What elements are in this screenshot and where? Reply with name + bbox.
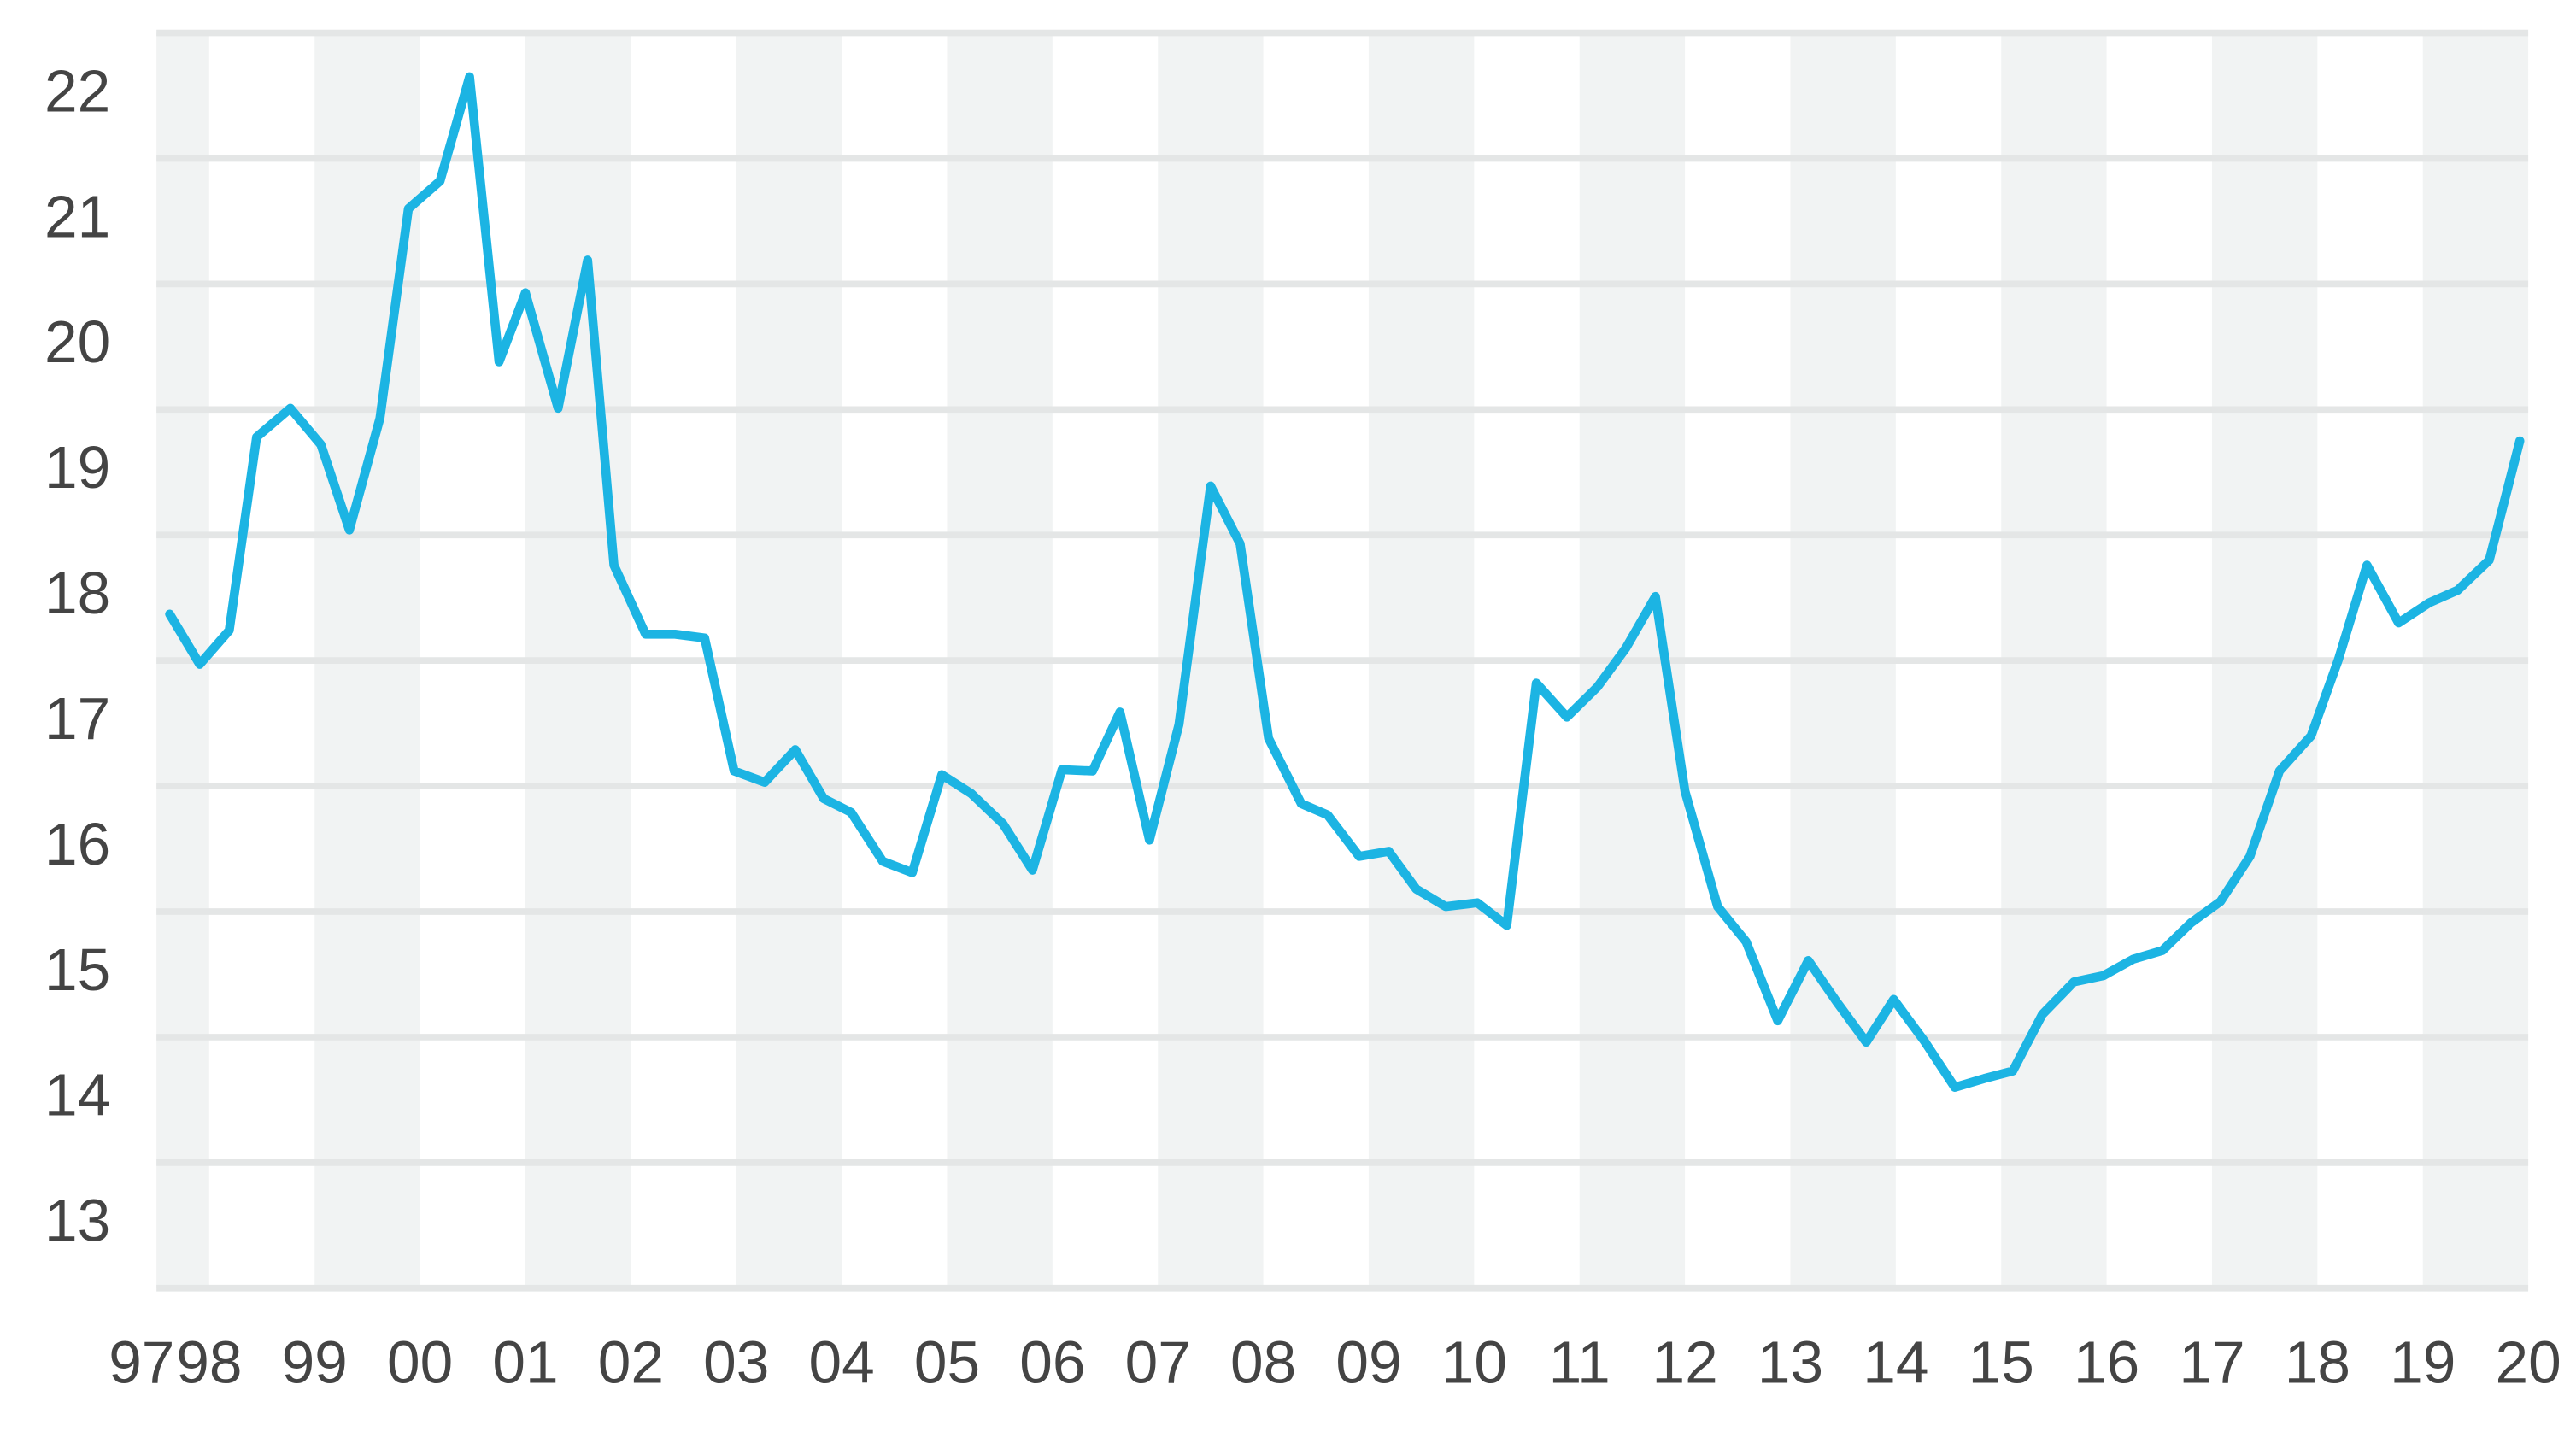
x-tick-label: 19: [2390, 1329, 2456, 1396]
x-tick-label: 02: [598, 1329, 664, 1396]
x-tick-label: 03: [703, 1329, 769, 1396]
x-tick-label: 13: [1757, 1329, 1823, 1396]
y-tick-label: 20: [44, 308, 110, 375]
y-tick-label: 14: [44, 1062, 110, 1129]
y-tick-label: 19: [44, 434, 110, 501]
x-tick-label: 09: [1335, 1329, 1401, 1396]
x-tick-label: 08: [1230, 1329, 1296, 1396]
x-tick-label: 16: [2074, 1329, 2139, 1396]
x-tick-label: 00: [387, 1329, 453, 1396]
y-tick-label: 16: [44, 811, 110, 877]
x-tick-label: 10: [1441, 1329, 1507, 1396]
y-tick-label: 22: [44, 57, 110, 124]
labels: 13 14 15 16 17 18 19 20 21 22 97 98 99 00 01 02 03 04 05 06…: [44, 57, 2561, 1395]
x-tick-label: 99: [282, 1329, 348, 1396]
y-tick-label: 17: [44, 685, 110, 752]
grid: [156, 29, 2529, 1292]
y-tick-label: 13: [44, 1188, 110, 1254]
data-line: [165, 72, 2525, 1092]
plot: [165, 72, 2525, 1092]
x-tick-label: 14: [1863, 1329, 1928, 1396]
x-tick-label: 17: [2179, 1329, 2244, 1396]
x-tick-label: 06: [1019, 1329, 1085, 1396]
x-tick-label: 97: [109, 1329, 174, 1396]
x-tick-label: 18: [2285, 1329, 2350, 1396]
x-tick-label: 04: [808, 1329, 874, 1396]
x-tick-label: 01: [492, 1329, 558, 1396]
x-tick-label: 20: [2496, 1329, 2561, 1396]
x-tick-label: 98: [176, 1329, 242, 1396]
x-tick-label: 15: [1969, 1329, 2034, 1396]
x-tick-label: 07: [1125, 1329, 1191, 1396]
x-tick-label: 12: [1652, 1329, 1717, 1396]
y-tick-label: 18: [44, 560, 110, 626]
x-tick-label: 05: [914, 1329, 980, 1396]
y-tick-label: 15: [44, 936, 110, 1003]
y-tick-label: 21: [44, 183, 110, 249]
x-tick-label: 11: [1549, 1329, 1611, 1396]
